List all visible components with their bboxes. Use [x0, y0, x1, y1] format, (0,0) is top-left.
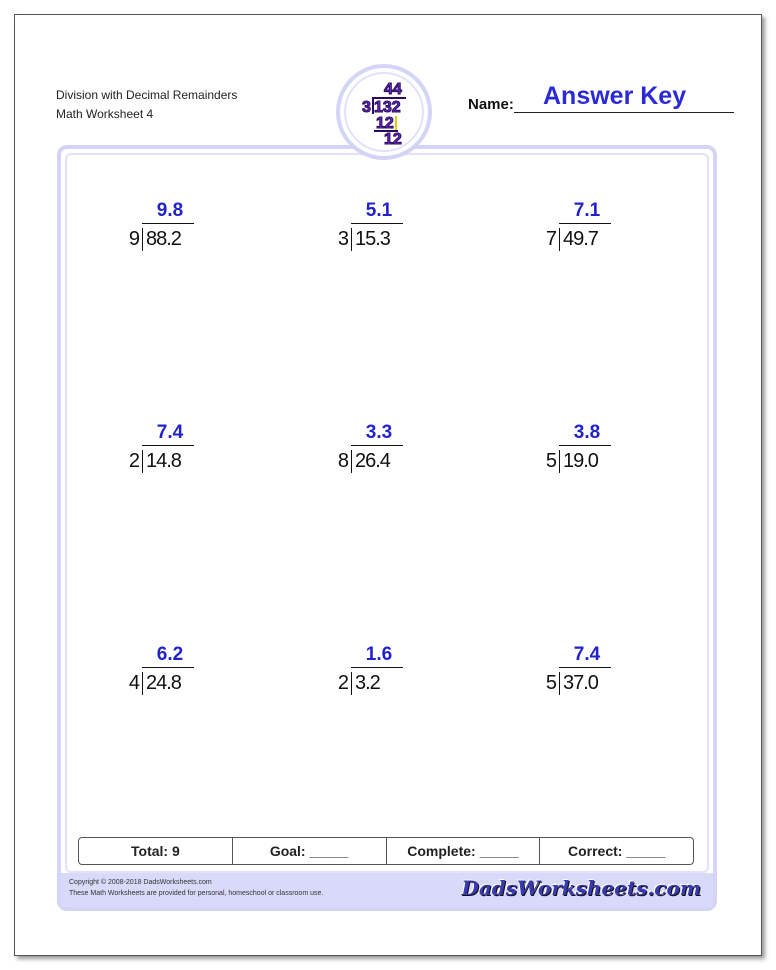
quotient: 6.2 — [156, 644, 184, 665]
dividend: 3.2 — [351, 672, 381, 695]
quotient: 3.8 — [573, 422, 601, 443]
division-bar — [559, 223, 611, 224]
division-bar — [351, 223, 403, 224]
quotient: 7.4 — [156, 422, 184, 443]
dividend: 14.8 — [142, 450, 182, 473]
divisor: 8 — [337, 450, 349, 472]
copyright-text: Copyright © 2008-2018 DadsWorksheets.com — [69, 879, 212, 886]
brand-logo: DadsWorksheets.com — [461, 876, 701, 900]
division-problem: 5.1 3 15.3 — [335, 200, 455, 260]
svg-text:3: 3 — [362, 99, 371, 116]
dividend: 26.4 — [351, 450, 391, 473]
svg-text:12: 12 — [376, 115, 394, 132]
dividend: 15.3 — [351, 228, 391, 251]
score-bar: Total: 9 Goal: _____ Complete: _____ Cor… — [78, 837, 694, 865]
division-bar — [142, 223, 194, 224]
division-bar — [142, 667, 194, 668]
svg-text:132: 132 — [374, 99, 401, 116]
name-field[interactable] — [514, 112, 734, 113]
dividend: 37.0 — [559, 672, 599, 695]
divisor: 5 — [545, 672, 557, 694]
quotient: 7.4 — [573, 644, 601, 665]
svg-text:44: 44 — [384, 81, 402, 98]
worksheet-title: Division with Decimal Remainders Math Wo… — [56, 86, 237, 124]
subtitle: Math Worksheet 4 — [56, 107, 154, 121]
division-problem: 7.4 5 37.0 — [543, 644, 663, 704]
svg-text:12: 12 — [384, 131, 402, 148]
quotient: 7.1 — [573, 200, 601, 221]
division-problem: 3.8 5 19.0 — [543, 422, 663, 482]
division-problem: 6.2 4 24.8 — [126, 644, 246, 704]
division-bar — [351, 445, 403, 446]
answer-key-label: Answer Key — [543, 82, 687, 110]
footer: Copyright © 2008-2018 DadsWorksheets.com… — [61, 873, 713, 907]
division-bar — [559, 445, 611, 446]
divisor: 7 — [545, 228, 557, 250]
usage-note: These Math Worksheets are provided for p… — [69, 890, 324, 897]
name-label: Name: — [468, 96, 514, 113]
divisor: 3 — [337, 228, 349, 250]
dividend: 24.8 — [142, 672, 182, 695]
goal-cell: Goal: _____ — [233, 838, 387, 864]
division-problem: 1.6 2 3.2 — [335, 644, 455, 704]
copyright: Copyright © 2008-2018 DadsWorksheets.com… — [69, 877, 323, 899]
quotient: 1.6 — [365, 644, 393, 665]
quotient: 9.8 — [156, 200, 184, 221]
division-bar — [142, 445, 194, 446]
division-problem: 9.8 9 88.2 — [126, 200, 246, 260]
divisor: 5 — [545, 450, 557, 472]
title: Division with Decimal Remainders — [56, 88, 238, 102]
division-problem: 7.4 2 14.8 — [126, 422, 246, 482]
quotient: 5.1 — [365, 200, 393, 221]
division-problem: 3.3 8 26.4 — [335, 422, 455, 482]
dividend: 49.7 — [559, 228, 599, 251]
divisor: 4 — [128, 672, 140, 694]
dividend: 19.0 — [559, 450, 599, 473]
complete-cell: Complete: _____ — [387, 838, 541, 864]
inner-border — [65, 153, 709, 873]
total-cell: Total: 9 — [79, 838, 233, 864]
problem-frame: Copyright © 2008-2018 DadsWorksheets.com… — [57, 145, 717, 911]
correct-cell: Correct: _____ — [567, 843, 666, 859]
quotient: 3.3 — [365, 422, 393, 443]
dividend: 88.2 — [142, 228, 182, 251]
division-problem: 7.1 7 49.7 — [543, 200, 663, 260]
division-bar — [351, 667, 403, 668]
divisor: 2 — [128, 450, 140, 472]
divisor: 2 — [337, 672, 349, 694]
divisor: 9 — [128, 228, 140, 250]
division-logo-icon: 44 3 132 12 12 — [336, 64, 432, 160]
division-bar — [559, 667, 611, 668]
